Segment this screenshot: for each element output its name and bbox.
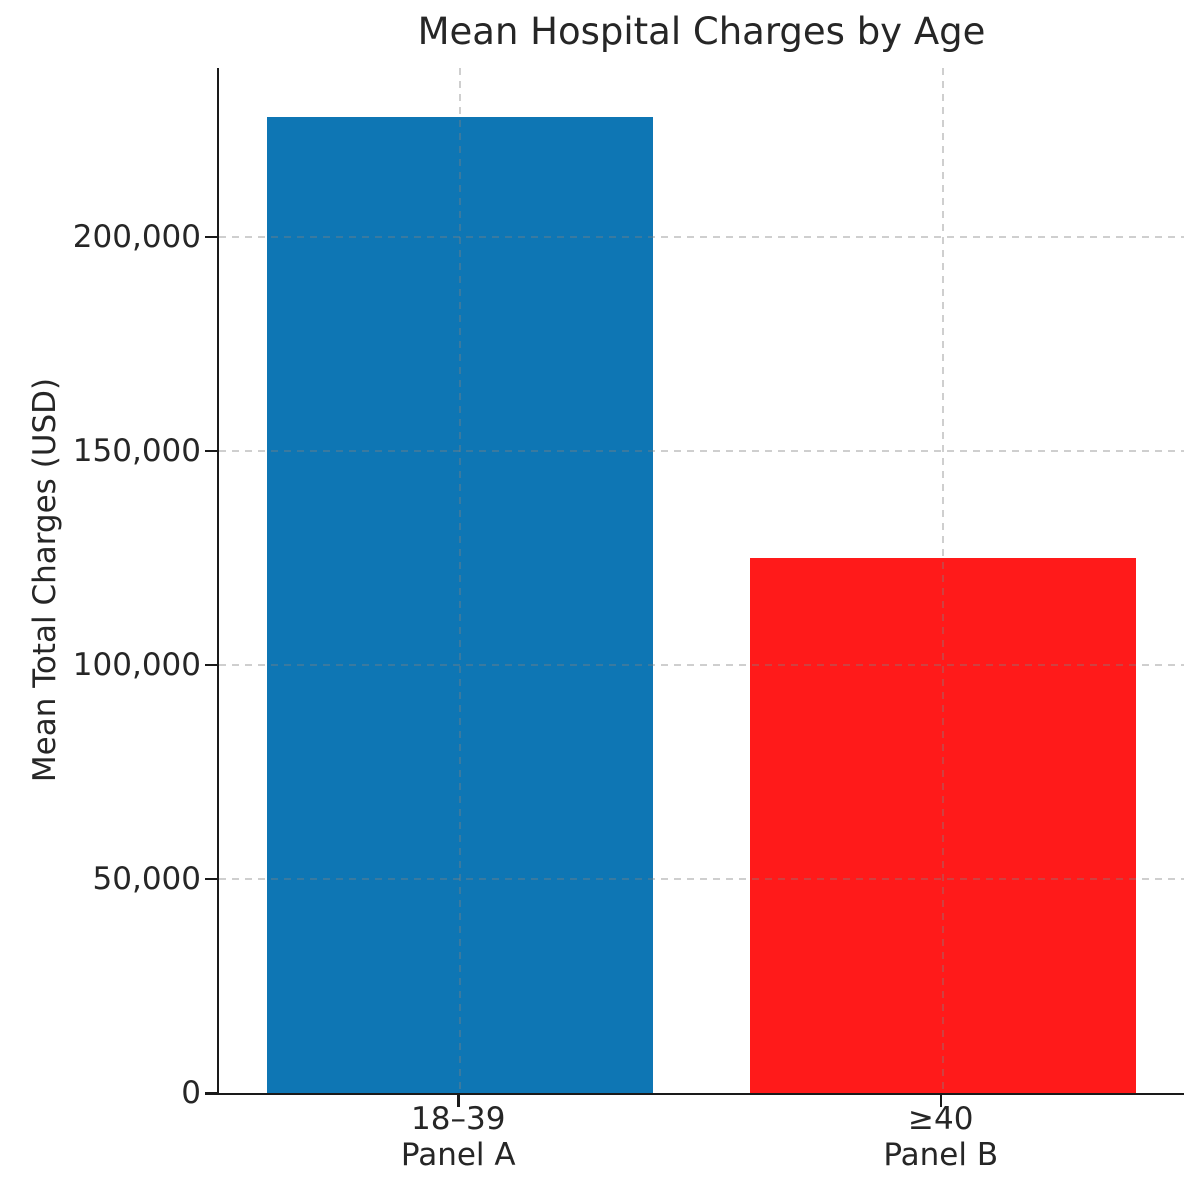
x-tick-label-18-39: 18–39 Panel A	[298, 1101, 618, 1173]
x-tick-mark-18-39	[457, 1094, 460, 1107]
y-tick-mark-200000	[205, 235, 217, 239]
x-tick-category: 18–39	[411, 1101, 506, 1137]
y-tick-label-200000: 200,000	[72, 218, 201, 255]
y-tick-mark-50000	[205, 877, 217, 881]
bar-18-39	[267, 116, 654, 1093]
plot-area	[217, 68, 1184, 1095]
bars-layer	[219, 68, 1184, 1093]
y-tick-label-100000: 100,000	[72, 646, 201, 683]
bar-40	[749, 557, 1136, 1093]
x-tick-mark-40	[939, 1094, 943, 1107]
y-tick-mark-0	[205, 1092, 217, 1095]
x-tick-label-40: ≥40 Panel B	[781, 1101, 1101, 1173]
y-tick-mark-150000	[205, 449, 217, 453]
y-tick-label-50000: 50,000	[92, 860, 201, 897]
x-tick-category: ≥40	[908, 1101, 974, 1137]
y-tick-label-0: 0	[181, 1075, 201, 1111]
y-tick-label-150000: 150,000	[72, 432, 201, 469]
x-tick-sublabel: Panel A	[400, 1137, 516, 1173]
x-tick-sublabel: Panel B	[883, 1137, 999, 1173]
y-tick-mark-100000	[205, 663, 217, 667]
chart-title: Mean Hospital Charges by Age	[417, 10, 986, 53]
